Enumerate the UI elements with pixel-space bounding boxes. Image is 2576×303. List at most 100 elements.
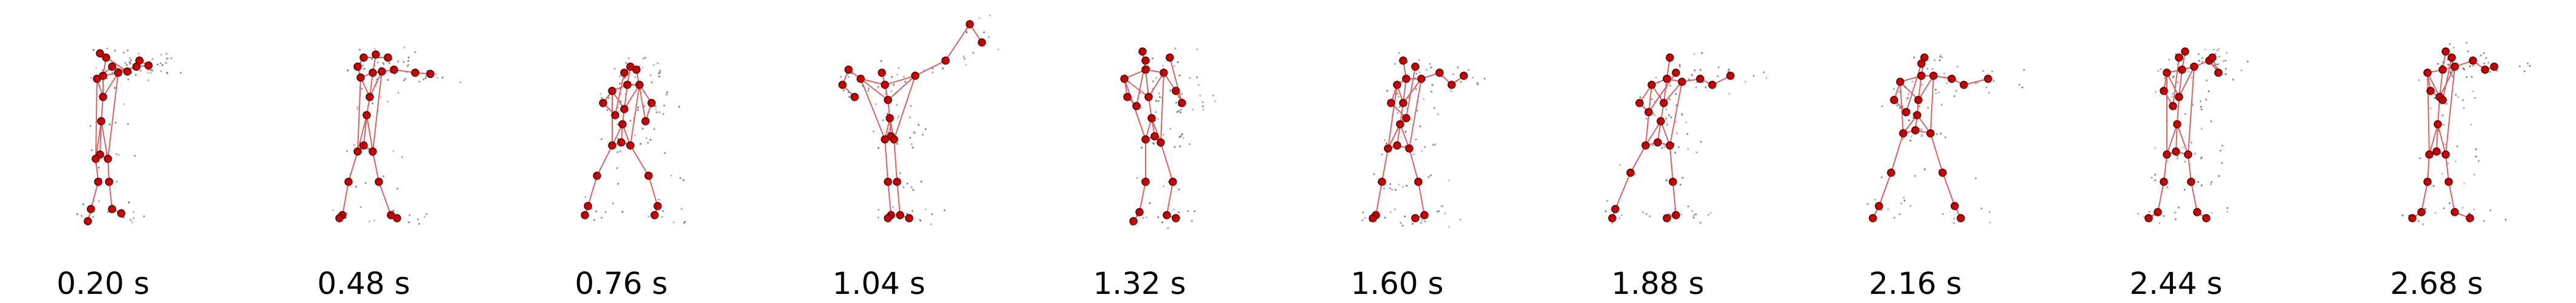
trail-dot xyxy=(1394,208,1396,210)
trail-dot xyxy=(2154,179,2157,182)
trail-dot xyxy=(1397,95,1400,98)
skeleton-bone xyxy=(2178,66,2195,98)
skeleton-joint xyxy=(1393,141,1401,150)
trail-dot xyxy=(403,46,405,48)
trail-dot xyxy=(2205,98,2207,101)
trail-dot xyxy=(404,78,407,80)
trail-dot xyxy=(371,58,373,61)
skeleton-bone xyxy=(372,71,382,152)
skeleton-bone xyxy=(2175,124,2178,152)
skeleton-bone xyxy=(90,181,99,210)
trail-dot xyxy=(1618,217,1621,219)
trail-dot xyxy=(1955,90,1958,92)
trail-dot xyxy=(2160,68,2162,70)
skeleton-joint xyxy=(884,96,892,104)
trail-dot xyxy=(1642,211,1644,214)
pose-frame: 2.16 s xyxy=(1866,53,2025,301)
skeleton-joint xyxy=(647,99,656,107)
skeleton-joint xyxy=(1660,99,1668,107)
trail-dot xyxy=(114,49,116,52)
trail-dot xyxy=(1202,105,1204,107)
skeleton-joint xyxy=(1611,205,1620,213)
trail-dot xyxy=(130,59,132,62)
trail-dot xyxy=(359,205,362,208)
skeleton-bone xyxy=(1615,172,1631,210)
trail-dot xyxy=(641,127,644,130)
trail-dot xyxy=(1158,92,1160,95)
skeleton-joint xyxy=(108,205,116,213)
trail-dot xyxy=(1639,96,1642,99)
skeleton-joint xyxy=(1402,75,1410,83)
trail-dot xyxy=(2485,57,2488,59)
skeleton-joint xyxy=(97,117,105,125)
skeleton-joint xyxy=(1869,214,1877,222)
trail-dot xyxy=(2158,222,2161,224)
trail-dot xyxy=(425,75,427,78)
trail-dot xyxy=(1429,62,1431,65)
skeleton-joint xyxy=(1132,102,1141,110)
skeleton-joint xyxy=(93,75,101,83)
trail-dot xyxy=(2224,59,2227,62)
trail-dot xyxy=(1418,71,1421,74)
skeleton-joint xyxy=(335,214,344,222)
trail-dot xyxy=(1406,184,1408,187)
skeleton-joint xyxy=(114,68,122,77)
trail-dot xyxy=(1667,114,1670,116)
skeleton-joint xyxy=(96,49,104,58)
trail-dot xyxy=(2483,62,2486,65)
skeleton-joint xyxy=(650,211,659,219)
trail-dot xyxy=(1421,219,1423,221)
skeleton-joint xyxy=(1653,138,1662,147)
trail-dot xyxy=(2157,70,2160,72)
skeleton-bone xyxy=(2427,72,2430,155)
skeleton-joint xyxy=(135,56,144,65)
trail-dot xyxy=(1936,133,1938,135)
pose-frame: 0.76 s xyxy=(575,56,686,301)
trail-dot xyxy=(2178,207,2180,209)
trail-dot xyxy=(682,179,685,181)
trail-dot xyxy=(2200,184,2203,187)
skeleton-bone xyxy=(1660,121,1670,146)
skeleton-bone xyxy=(366,115,373,152)
trail-dot xyxy=(877,208,880,211)
trail-dot xyxy=(1669,98,1671,101)
skeleton-joint xyxy=(362,111,371,119)
trail-dot xyxy=(113,87,116,89)
trail-dot xyxy=(1941,56,1943,59)
skeleton-bone xyxy=(1645,121,1661,146)
trail-dot xyxy=(963,55,965,58)
trail-dot xyxy=(1415,138,1417,141)
trail-dot xyxy=(115,153,118,155)
skeleton-joint xyxy=(2160,178,2168,186)
trail-dot xyxy=(1444,212,1446,215)
trail-dot xyxy=(679,177,682,179)
trail-dot xyxy=(2444,143,2446,145)
trail-dot xyxy=(1180,135,1183,138)
trail-dot xyxy=(1396,93,1398,95)
trail-dot xyxy=(1991,70,1994,73)
trail-dot xyxy=(2523,70,2526,73)
trail-dot xyxy=(346,212,349,215)
skeleton-bone xyxy=(369,71,382,98)
trail-dot xyxy=(1695,152,1698,154)
trail-dot xyxy=(599,93,602,95)
trail-dot xyxy=(1903,196,1905,199)
skeleton-bone xyxy=(2427,154,2430,182)
skeleton-joint xyxy=(1387,99,1395,107)
skeleton-joint xyxy=(1663,75,1671,83)
trail-dot xyxy=(906,182,909,185)
trail-dot xyxy=(653,128,655,130)
trail-dot xyxy=(1436,210,1438,213)
trail-dot xyxy=(1717,75,1719,78)
trail-dot xyxy=(673,221,675,224)
pose-frame: 1.04 s xyxy=(832,14,999,301)
skeleton-bone xyxy=(1900,81,1904,134)
trail-dot xyxy=(658,111,661,113)
skeleton-joint xyxy=(896,211,904,219)
trail-dot xyxy=(1686,133,1689,135)
trail-dot xyxy=(1467,69,1470,72)
trail-dot xyxy=(382,175,385,178)
trail-dot xyxy=(655,108,657,111)
trail-dot xyxy=(1140,107,1143,109)
skeleton-joint xyxy=(623,81,632,89)
